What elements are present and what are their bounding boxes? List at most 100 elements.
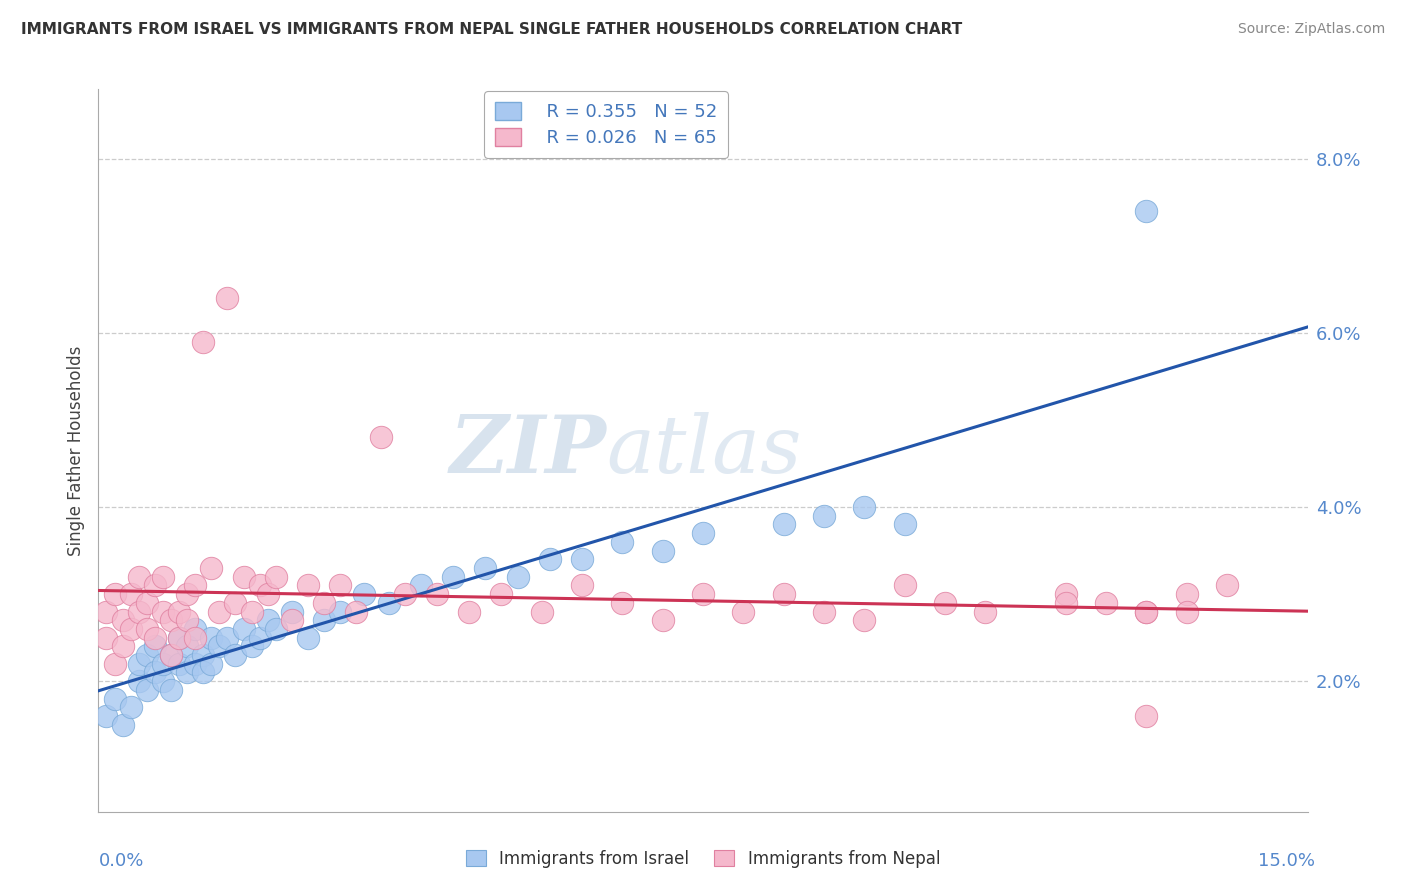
Point <box>249 578 271 592</box>
Legend:   R = 0.355   N = 52,   R = 0.026   N = 65: R = 0.355 N = 52, R = 0.026 N = 65 <box>485 91 728 158</box>
Point <box>96 605 118 619</box>
Point <box>120 587 142 601</box>
Point <box>1054 596 1077 610</box>
Point <box>772 517 794 532</box>
Point <box>232 570 254 584</box>
Point <box>256 613 278 627</box>
Point <box>176 587 198 601</box>
Point <box>733 605 755 619</box>
Point <box>1175 587 1198 601</box>
Point <box>111 640 134 654</box>
Point <box>1216 578 1239 592</box>
Point <box>409 578 432 592</box>
Point <box>193 648 215 662</box>
Point <box>111 613 134 627</box>
Point <box>264 570 287 584</box>
Text: 15.0%: 15.0% <box>1257 852 1315 870</box>
Point <box>370 430 392 444</box>
Point <box>651 543 673 558</box>
Point <box>329 578 352 592</box>
Point <box>893 517 915 532</box>
Point <box>184 622 207 636</box>
Point <box>441 570 464 584</box>
Point <box>329 605 352 619</box>
Point <box>692 587 714 601</box>
Point <box>200 657 222 671</box>
Point <box>208 640 231 654</box>
Point <box>176 613 198 627</box>
Point <box>1135 204 1157 219</box>
Point <box>135 648 157 662</box>
Point <box>128 674 150 689</box>
Point <box>377 596 399 610</box>
Point <box>167 631 190 645</box>
Point <box>314 596 336 610</box>
Point <box>1135 605 1157 619</box>
Point <box>167 631 190 645</box>
Point <box>297 578 319 592</box>
Point <box>506 570 529 584</box>
Point <box>224 648 246 662</box>
Text: 0.0%: 0.0% <box>98 852 143 870</box>
Point <box>934 596 956 610</box>
Point <box>160 613 183 627</box>
Text: Source: ZipAtlas.com: Source: ZipAtlas.com <box>1237 22 1385 37</box>
Point <box>612 534 634 549</box>
Point <box>224 596 246 610</box>
Point <box>193 334 215 349</box>
Point <box>120 700 142 714</box>
Point <box>893 578 915 592</box>
Point <box>184 578 207 592</box>
Point <box>538 552 561 566</box>
Text: ZIP: ZIP <box>450 412 606 489</box>
Point <box>353 587 375 601</box>
Point <box>256 587 278 601</box>
Point <box>1054 587 1077 601</box>
Point <box>96 709 118 723</box>
Point <box>612 596 634 610</box>
Point <box>167 605 190 619</box>
Point <box>143 665 166 680</box>
Point <box>143 640 166 654</box>
Point <box>853 500 876 514</box>
Y-axis label: Single Father Households: Single Father Households <box>66 345 84 556</box>
Point <box>128 657 150 671</box>
Point <box>208 605 231 619</box>
Point <box>111 717 134 731</box>
Point <box>426 587 449 601</box>
Point <box>160 682 183 697</box>
Point <box>200 561 222 575</box>
Point <box>120 622 142 636</box>
Point <box>692 526 714 541</box>
Point <box>474 561 496 575</box>
Point <box>103 657 125 671</box>
Point <box>281 613 304 627</box>
Point <box>813 605 835 619</box>
Point <box>217 291 239 305</box>
Point <box>167 657 190 671</box>
Point <box>297 631 319 645</box>
Point <box>128 570 150 584</box>
Point <box>651 613 673 627</box>
Point <box>1135 709 1157 723</box>
Point <box>152 570 174 584</box>
Point <box>240 605 263 619</box>
Point <box>176 665 198 680</box>
Point <box>530 605 553 619</box>
Point <box>344 605 367 619</box>
Point <box>264 622 287 636</box>
Point <box>103 691 125 706</box>
Point <box>772 587 794 601</box>
Point <box>176 640 198 654</box>
Point <box>217 631 239 645</box>
Point <box>240 640 263 654</box>
Point <box>128 605 150 619</box>
Point <box>974 605 997 619</box>
Point <box>135 622 157 636</box>
Point <box>1135 605 1157 619</box>
Point <box>135 682 157 697</box>
Point <box>853 613 876 627</box>
Point <box>184 631 207 645</box>
Point <box>200 631 222 645</box>
Point <box>96 631 118 645</box>
